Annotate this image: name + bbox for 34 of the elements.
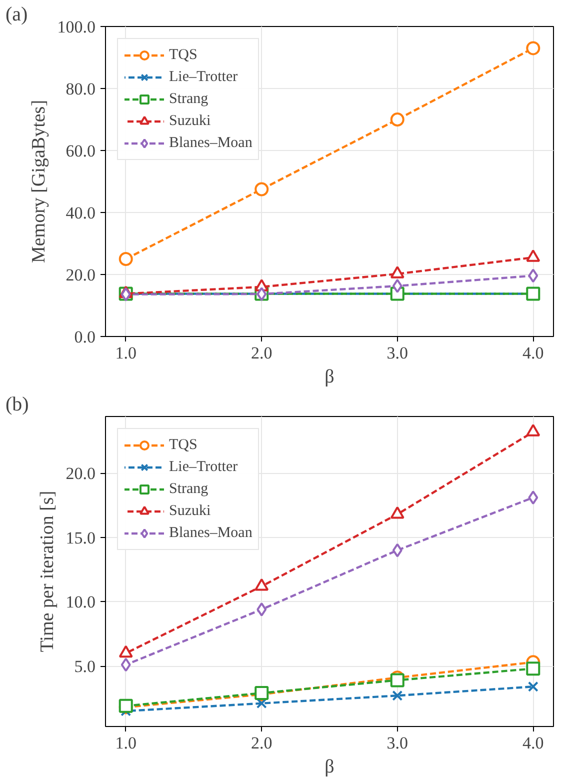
legend-label: Strang bbox=[169, 90, 208, 108]
legend-label: Blanes–Moan bbox=[169, 524, 252, 542]
y-tick-label: 60.0 bbox=[66, 142, 96, 160]
legend-label: TQS bbox=[169, 46, 198, 64]
legend-label: Suzuki bbox=[169, 502, 211, 520]
x-tick-label: 3.0 bbox=[386, 344, 408, 362]
text: (a) bbox=[6, 4, 28, 26]
x-tick-label: 3.0 bbox=[386, 734, 408, 752]
x-axis-title: β bbox=[324, 756, 334, 778]
y-tick-label: 40.0 bbox=[66, 204, 96, 222]
x-axis-title: β bbox=[324, 366, 334, 388]
x-tick-label: 2.0 bbox=[250, 734, 272, 752]
legend-label: Lie–Trotter bbox=[169, 68, 238, 86]
x-tick-label: 1.0 bbox=[115, 344, 136, 362]
y-tick-label: 100.0 bbox=[57, 18, 96, 36]
y-tick-label: 10.0 bbox=[66, 592, 96, 612]
y-tick-label: 80.0 bbox=[66, 80, 96, 98]
y-tick-label: 20.0 bbox=[66, 464, 96, 484]
y-tick-label: 5.0 bbox=[74, 657, 96, 676]
x-tick-label: 2.0 bbox=[250, 344, 272, 362]
text: (b) bbox=[6, 394, 29, 416]
x-tick-label: 1.0 bbox=[115, 734, 136, 752]
y-tick-label: 20.0 bbox=[66, 266, 96, 284]
legend-label: Strang bbox=[169, 480, 208, 498]
legend-label: Lie–Trotter bbox=[169, 458, 238, 476]
legend-label: Suzuki bbox=[169, 112, 211, 130]
y-tick-label: 15.0 bbox=[66, 528, 96, 548]
y-axis-title: Memory [GigaBytes] bbox=[28, 100, 50, 264]
legend-label: TQS bbox=[169, 436, 198, 454]
x-tick-label: 4.0 bbox=[522, 734, 544, 752]
y-axis-title: Time per iteration [s] bbox=[36, 490, 58, 652]
legend-label: Blanes–Moan bbox=[169, 134, 252, 152]
x-tick-label: 4.0 bbox=[522, 344, 544, 362]
y-tick-label: 0.0 bbox=[74, 328, 96, 346]
